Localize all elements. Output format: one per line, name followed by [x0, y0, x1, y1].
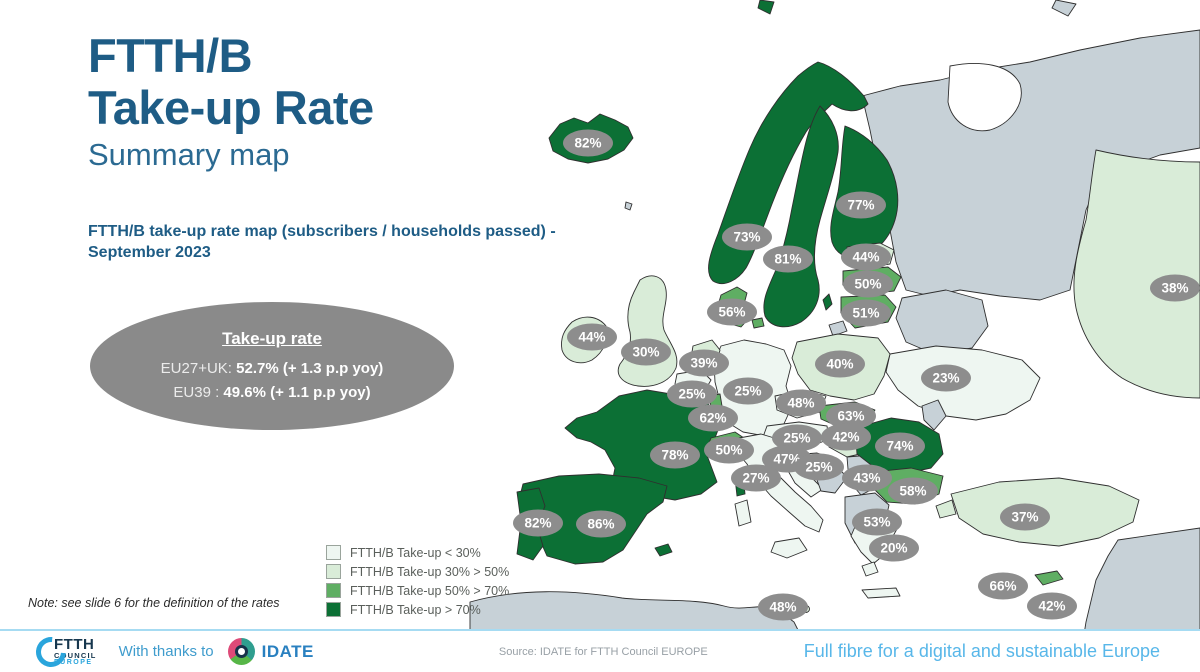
takeup-summary-bubble: Take-up rate EU27+UK: 52.7% (+ 1.3 p.p y… — [90, 302, 454, 430]
country-label-estonia: 44% — [841, 243, 891, 271]
country-label-germany: 25% — [723, 377, 773, 405]
country-label-switzerland: 50% — [704, 436, 754, 464]
country-label-poland: 40% — [815, 350, 865, 378]
country-label-netherlands: 39% — [679, 349, 729, 377]
ftth-council-logo: FTTH COUNCIL EUROPE — [29, 630, 97, 672]
idate-logo: IDATE — [227, 638, 314, 665]
country-sardinia — [734, 499, 752, 527]
country-peloponnese — [861, 561, 879, 577]
country-denmark-isles — [751, 317, 765, 329]
country-label-bulgaria: 58% — [888, 477, 938, 505]
country-label-ireland: 44% — [567, 323, 617, 351]
country-turkey-west — [935, 499, 957, 519]
legend-swatch-30-50 — [326, 564, 341, 579]
country-label-denmark: 56% — [707, 298, 757, 326]
legend-item: FTTH/B Take-up > 70% — [326, 600, 509, 619]
country-label-czechia: 48% — [776, 389, 826, 417]
legend: FTTH/B Take-up < 30% FTTH/B Take-up 30% … — [326, 543, 509, 619]
country-label-luxembourg: 62% — [688, 404, 738, 432]
with-thanks-text: With thanks to — [118, 643, 214, 660]
country-arctic-isles — [1051, 0, 1077, 17]
country-label-norway: 73% — [722, 223, 772, 251]
bubble-heading: Take-up rate — [222, 328, 322, 348]
country-label-croatia: 25% — [794, 453, 844, 481]
legend-swatch-50-70 — [326, 583, 341, 598]
legend-item: FTTH/B Take-up < 30% — [326, 543, 509, 562]
country-label-romania: 74% — [875, 432, 925, 460]
country-cyprus — [1034, 570, 1064, 586]
country-label-belgium: 25% — [667, 380, 717, 408]
country-northeast-region — [861, 29, 1200, 301]
page-subtitle: Summary map — [88, 137, 290, 173]
country-label-turkey: 37% — [1000, 503, 1050, 531]
source-text: Source: IDATE for FTTH Council EUROPE — [498, 645, 708, 658]
tagline-text: Full fibre for a digital and sustainable… — [803, 641, 1160, 661]
legend-item: FTTH/B Take-up 50% > 70% — [326, 581, 509, 600]
country-label-portugal: 82% — [513, 509, 563, 537]
legend-item: FTTH/B Take-up 30% > 50% — [326, 562, 509, 581]
country-label-ukraine: 23% — [921, 364, 971, 392]
footer-bar: FTTH COUNCIL EUROPE With thanks to IDATE… — [0, 629, 1200, 672]
country-gotland — [822, 293, 833, 311]
idate-donut-icon — [227, 638, 255, 665]
country-svalbard — [757, 0, 775, 15]
country-label-finland: 77% — [836, 191, 886, 219]
country-moldova — [921, 399, 947, 431]
footnote: Note: see slide 6 for the definition of … — [28, 596, 280, 610]
country-label-spain: 86% — [576, 510, 626, 538]
country-label-hungary: 42% — [821, 423, 871, 451]
country-label-italy: 27% — [731, 464, 781, 492]
country-kaliningrad — [828, 320, 848, 337]
country-label-sweden: 81% — [763, 245, 813, 273]
page-title: FTTH/B Take-up Rate — [88, 29, 374, 134]
country-label-iceland: 82% — [563, 129, 613, 157]
country-label-russia: 38% — [1150, 274, 1200, 302]
country-faroe — [624, 201, 633, 211]
legend-swatch-lt30 — [326, 545, 341, 560]
map-description: FTTH/B take-up rate map (subscribers / h… — [88, 223, 556, 261]
country-label-greece: 20% — [869, 534, 919, 562]
country-russia — [1073, 149, 1200, 399]
country-label-latvia: 50% — [843, 270, 893, 298]
country-balearics — [654, 543, 673, 557]
white-sea — [947, 63, 1022, 132]
headline: FTTH/B Take-up Rate Summary map — [88, 30, 374, 173]
legend-swatch-gt70 — [326, 602, 341, 617]
country-belarus — [895, 289, 989, 355]
country-label-malta: 48% — [758, 593, 808, 621]
country-label-north-macedonia: 53% — [852, 508, 902, 536]
country-crete — [861, 587, 901, 599]
bubble-row-eu39: EU39 : 49.6% (+ 1.1 p.p yoy) — [173, 384, 371, 401]
bubble-row-eu27: EU27+UK: 52.7% (+ 1.3 p.p yoy) — [160, 359, 384, 377]
country-label-israel: 42% — [1027, 592, 1077, 620]
country-label-france: 78% — [650, 441, 700, 469]
country-sicily — [770, 537, 808, 559]
country-label-lithuania: 51% — [841, 299, 891, 327]
country-label-cyprus: 66% — [978, 572, 1028, 600]
country-label-serbia: 43% — [842, 464, 892, 492]
country-label-united-kingdom: 30% — [621, 338, 671, 366]
